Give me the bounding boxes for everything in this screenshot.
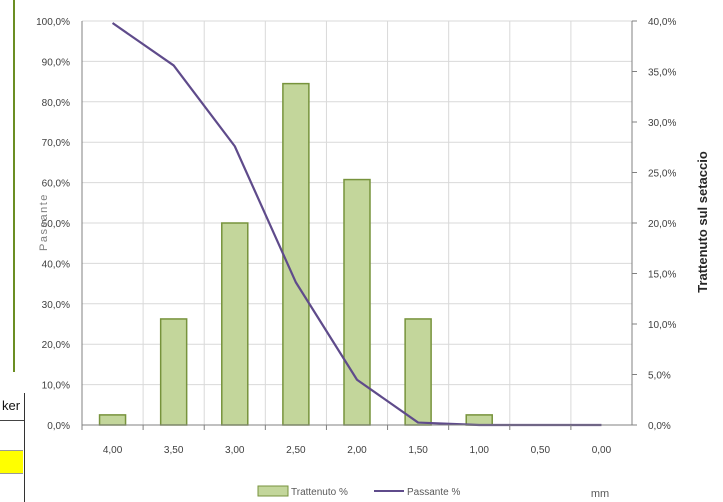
y-tick-label: 60,0% bbox=[42, 179, 70, 190]
legend-label-trattenuto: Trattenuto % bbox=[291, 487, 348, 498]
y2-tick-label: 40,0% bbox=[648, 17, 676, 28]
legend-label-passante: Passante % bbox=[407, 487, 460, 498]
y2-tick-label: 5,0% bbox=[648, 371, 671, 382]
y-tick-label: 80,0% bbox=[42, 98, 70, 109]
y2-tick-label: 30,0% bbox=[648, 118, 676, 129]
bar-trattenuto bbox=[282, 82, 310, 426]
highlighted-cell bbox=[0, 450, 23, 474]
y-tick-label: 50,0% bbox=[42, 219, 70, 230]
y-tick-label: 40,0% bbox=[42, 259, 70, 270]
left-panel-border bbox=[0, 0, 15, 372]
legend: Trattenuto % Passante % bbox=[257, 485, 460, 498]
bar-trattenuto bbox=[221, 222, 249, 426]
x-tick-label: 1,50 bbox=[408, 445, 428, 456]
bar-trattenuto bbox=[343, 178, 371, 426]
x-tick-label: 2,00 bbox=[347, 445, 367, 456]
y-tick-label: 70,0% bbox=[42, 138, 70, 149]
table-divider bbox=[0, 420, 24, 421]
x-tick-label: 1,00 bbox=[469, 445, 489, 456]
table-fragment-text: ker bbox=[2, 398, 21, 413]
bar-trattenuto bbox=[98, 414, 127, 426]
x-tick-label: 3,50 bbox=[164, 445, 184, 456]
x-tick-label: 0,50 bbox=[531, 445, 551, 456]
y2-tick-label: 35,0% bbox=[648, 68, 676, 79]
y2-tick-label: 25,0% bbox=[648, 169, 676, 180]
x-tick-label: 4,00 bbox=[103, 445, 123, 456]
y-tick-label: 0,0% bbox=[47, 421, 70, 432]
x-tick-label: 2,50 bbox=[286, 445, 306, 456]
bar-trattenuto bbox=[404, 318, 432, 426]
adjacent-table-fragment bbox=[0, 393, 25, 502]
y-tick-label: 30,0% bbox=[42, 300, 70, 311]
y2-tick-label: 20,0% bbox=[648, 219, 676, 230]
y-tick-label: 10,0% bbox=[42, 381, 70, 392]
y2-tick-label: 0,0% bbox=[648, 421, 671, 432]
y2-axis-label: Trattenuto sul setaccio bbox=[695, 151, 710, 293]
bar-trattenuto bbox=[159, 318, 188, 426]
y-tick-label: 90,0% bbox=[42, 57, 70, 68]
bars-trattenuto bbox=[98, 82, 493, 426]
y-tick-label: 20,0% bbox=[42, 340, 70, 351]
y2-tick-label: 15,0% bbox=[648, 270, 676, 281]
legend-swatch-trattenuto bbox=[257, 485, 289, 497]
x-tick-label: 0,00 bbox=[592, 445, 612, 456]
y2-tick-label: 10,0% bbox=[648, 320, 676, 331]
bar-trattenuto bbox=[465, 414, 493, 426]
x-axis-label: mm bbox=[591, 488, 609, 500]
y-tick-label: 100,0% bbox=[36, 17, 70, 28]
x-tick-label: 3,00 bbox=[225, 445, 245, 456]
axes: 0,0% 10,0% 20,0% 30,0% 40,0% 50,0% 60,0% 70,0% 8… bbox=[36, 17, 676, 456]
y-axis-label: Passante bbox=[38, 193, 50, 251]
